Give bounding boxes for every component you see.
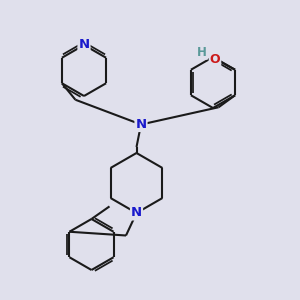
Text: N: N — [131, 206, 142, 220]
Text: N: N — [78, 38, 90, 52]
Text: O: O — [210, 53, 220, 66]
Text: N: N — [135, 118, 147, 131]
Text: H: H — [197, 46, 207, 59]
